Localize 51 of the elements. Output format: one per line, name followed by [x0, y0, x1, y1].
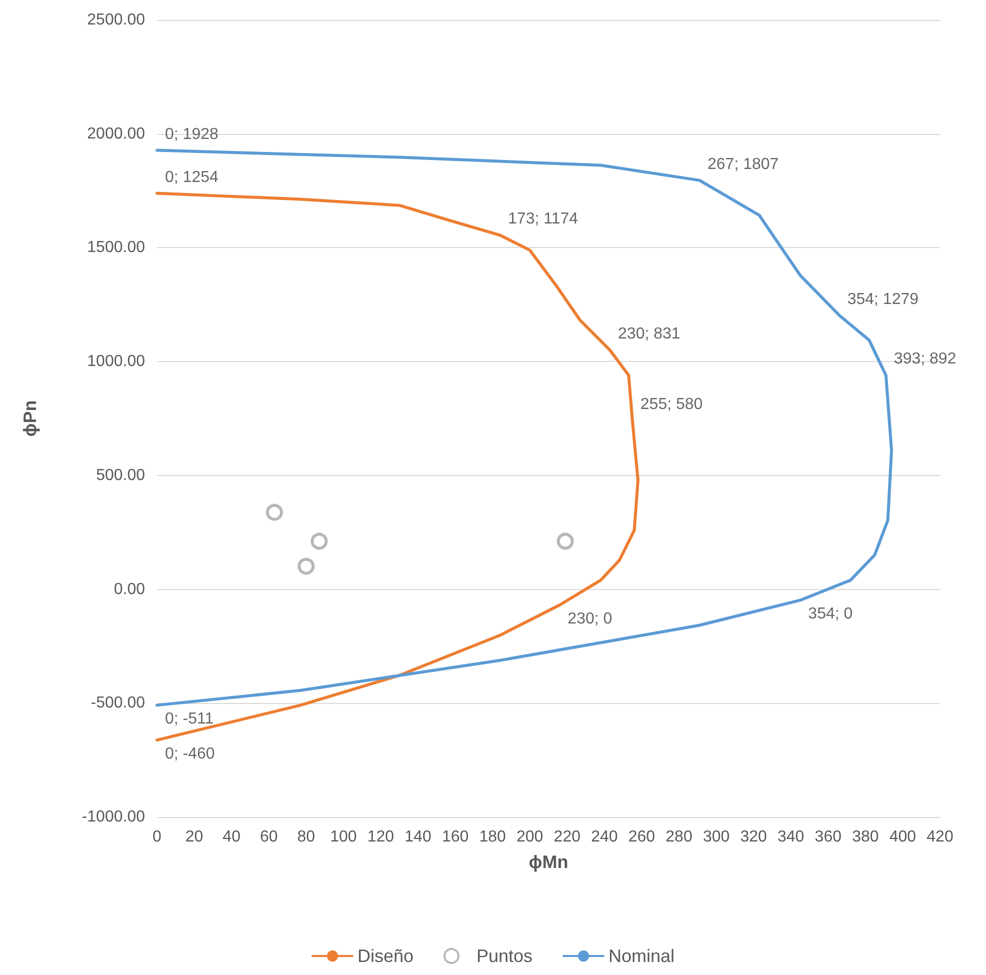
x-tick-label: 280 — [666, 828, 692, 846]
annotation: 0; 1928 — [165, 126, 218, 143]
x-tick-label: 260 — [628, 828, 656, 846]
point — [298, 558, 315, 575]
y-tick-label: 500.00 — [96, 466, 146, 484]
x-tick-label: 80 — [297, 828, 316, 846]
x-tick-label: 60 — [260, 828, 278, 846]
x-tick-label: 320 — [740, 828, 768, 846]
x-tick-label: 100 — [330, 828, 357, 846]
legend-label: Diseño — [357, 946, 414, 966]
x-tick-label: 20 — [185, 828, 204, 846]
y-tick-label: -1000.00 — [82, 808, 146, 826]
x-tick-label: 140 — [404, 828, 432, 846]
annotation: 230; 831 — [618, 326, 680, 343]
annotation: 354; 1279 — [847, 290, 919, 308]
x-tick-label: 200 — [516, 828, 544, 846]
x-tick-label: 180 — [479, 828, 506, 846]
legend-label: Nominal — [608, 946, 675, 966]
x-tick-label: 400 — [889, 828, 916, 846]
point — [310, 532, 328, 550]
x-tick-label: 420 — [926, 828, 954, 846]
annotation: 0; -460 — [165, 746, 215, 763]
legend-label: Puntos — [476, 946, 533, 966]
x-tick-label: 340 — [778, 828, 804, 846]
annotation: 255; 580 — [640, 396, 703, 413]
x-tick-label: 120 — [367, 828, 394, 846]
annotation: 173; 1174 — [508, 210, 578, 228]
y-tick-label: 0.00 — [114, 580, 146, 598]
annotation: 230; 0 — [568, 610, 612, 628]
x-axis-title: ϕMn — [528, 852, 568, 872]
x-tick-label: 380 — [852, 828, 879, 846]
annotation: 393; 892 — [894, 350, 956, 368]
y-axis-title: ϕPn — [20, 400, 40, 437]
y-tick-label: 1000.00 — [87, 353, 146, 370]
y-tick-label: 1500.00 — [87, 239, 146, 256]
y-tick-label: 2500.00 — [87, 12, 146, 28]
x-tick-label: 160 — [442, 828, 469, 846]
x-tick-label: 360 — [814, 828, 842, 846]
x-tick-label: 300 — [702, 828, 730, 846]
annotation: 267; 1807 — [708, 156, 779, 173]
annotation: 354; 0 — [808, 606, 853, 623]
point — [266, 504, 283, 521]
y-tick-label: -500.00 — [90, 694, 146, 712]
y-tick-label: 2000.00 — [87, 125, 146, 142]
x-tick-label: 0 — [152, 828, 162, 846]
x-tick-label: 40 — [222, 828, 241, 846]
x-tick-label: 240 — [591, 828, 618, 846]
annotation: 0; 1254 — [165, 168, 218, 186]
annotation: 0; -511 — [165, 710, 214, 728]
x-tick-label: 220 — [554, 828, 581, 846]
point — [556, 532, 574, 550]
